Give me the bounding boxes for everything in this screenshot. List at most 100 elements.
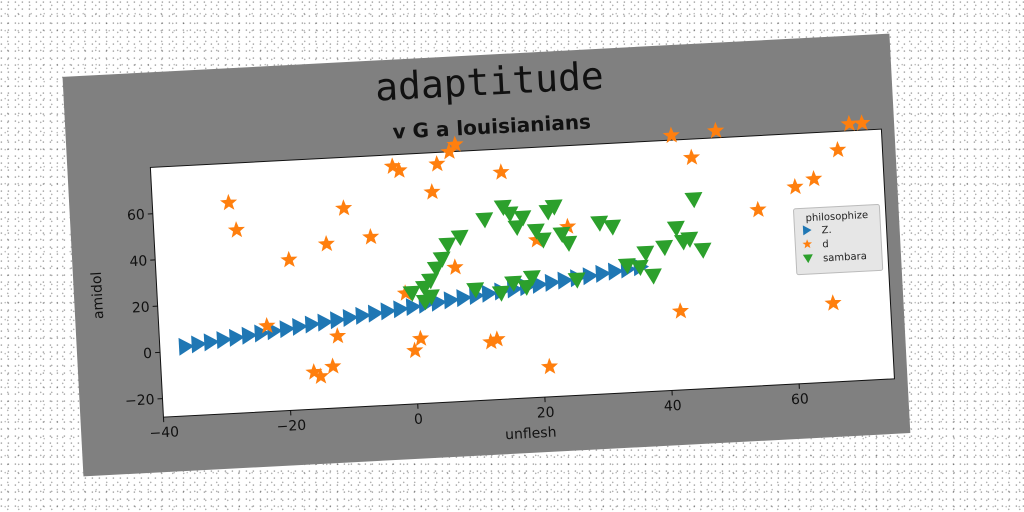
point-z <box>216 331 233 350</box>
point-z <box>279 320 296 339</box>
point-sambara <box>617 258 636 275</box>
point-sambara <box>500 206 519 223</box>
point-sambara <box>680 231 699 248</box>
point-z <box>178 337 195 356</box>
legend-marker-sambara <box>802 254 813 264</box>
point-sambara <box>426 261 445 278</box>
point-sambara <box>693 242 712 259</box>
legend-title: philosophize <box>805 210 868 224</box>
point-z <box>544 273 561 292</box>
point-z <box>607 262 624 281</box>
point-sambara <box>590 215 609 232</box>
point-z <box>355 306 372 325</box>
point-sambara <box>544 199 563 216</box>
point-d <box>312 367 330 384</box>
x-axis-label: unflesh <box>505 425 557 444</box>
point-d <box>446 135 464 153</box>
point-z <box>405 298 422 317</box>
point-sambara <box>522 270 541 287</box>
x-tick-label: 0 <box>414 412 424 428</box>
point-sambara <box>475 212 494 229</box>
point-z <box>241 326 258 345</box>
point-d <box>824 294 842 311</box>
point-z <box>292 317 308 336</box>
point-z <box>191 335 207 354</box>
x-tick-label: −40 <box>149 424 179 442</box>
point-z <box>456 289 473 308</box>
point-z <box>330 311 346 330</box>
y-tick-label: −20 <box>125 392 155 410</box>
point-d <box>682 148 701 166</box>
x-tick-label: 40 <box>663 398 682 415</box>
y-tick-label: 20 <box>131 300 150 317</box>
point-d <box>482 332 500 350</box>
y-tick-label: 40 <box>129 253 148 270</box>
point-z <box>481 284 498 303</box>
x-tick-label: 20 <box>536 405 555 422</box>
point-d <box>329 327 347 344</box>
point-sambara <box>402 285 421 302</box>
axis-ticks: −40 −20 0 20 40 60 −20 0 20 40 60 <box>125 207 810 442</box>
point-d <box>829 140 847 158</box>
point-sambara <box>655 239 674 257</box>
point-sambara <box>421 273 440 290</box>
point-d <box>227 221 245 238</box>
point-sambara <box>491 285 510 302</box>
point-d <box>411 329 430 347</box>
point-sambara <box>516 279 535 296</box>
point-d <box>258 316 276 334</box>
point-sambara <box>438 237 457 254</box>
y-tick-label: 60 <box>127 207 146 224</box>
point-d <box>446 258 464 275</box>
point-z <box>254 324 270 343</box>
chart-figure: adaptitude v G a louisianians −40 −20 0 20 4… <box>62 33 911 477</box>
point-sambara <box>432 251 451 268</box>
point-d <box>317 234 335 252</box>
point-d <box>428 155 446 172</box>
point-d <box>219 193 238 211</box>
point-z <box>557 271 574 290</box>
point-z <box>266 322 283 341</box>
legend-box <box>793 203 884 276</box>
point-d <box>559 217 577 235</box>
point-sambara <box>603 219 622 236</box>
y-axis-label: amidol <box>89 271 107 319</box>
point-z <box>229 328 245 347</box>
point-d <box>840 114 858 132</box>
point-sambara <box>450 229 469 246</box>
point-d <box>492 163 510 180</box>
point-sambara <box>559 235 578 252</box>
point-sambara <box>533 232 552 249</box>
point-d <box>390 161 408 179</box>
point-d <box>423 183 441 200</box>
point-sambara <box>643 268 662 285</box>
point-sambara <box>636 245 655 262</box>
point-d <box>805 170 823 187</box>
point-z <box>380 302 397 321</box>
point-z <box>443 291 460 310</box>
point-z <box>203 333 220 352</box>
point-sambara <box>466 282 485 299</box>
point-d <box>671 302 689 319</box>
point-d <box>853 114 871 131</box>
data-marks <box>178 114 871 384</box>
point-z <box>367 304 384 323</box>
legend-marker-z <box>802 225 812 236</box>
legend-label-d: d <box>822 239 829 250</box>
y-tick-label: 0 <box>143 346 153 362</box>
point-sambara <box>684 191 703 209</box>
point-d <box>324 357 342 375</box>
point-sambara <box>630 259 649 276</box>
plot-area <box>149 128 895 418</box>
point-z <box>317 313 334 332</box>
legend-marker-d <box>802 239 813 249</box>
point-sambara <box>513 210 532 227</box>
point-z <box>595 264 612 283</box>
legend-label-z: Z. <box>821 225 832 237</box>
point-d <box>280 250 298 268</box>
point-sambara <box>552 226 571 244</box>
point-sambara <box>421 289 440 306</box>
x-tick-label: −20 <box>276 418 306 436</box>
